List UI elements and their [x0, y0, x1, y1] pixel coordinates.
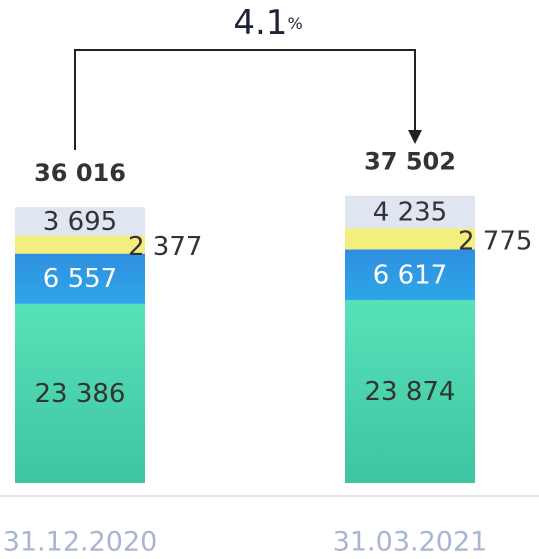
x-tick-label: 31.03.2021 — [333, 527, 488, 558]
growth-annotation: 4.1% — [233, 3, 302, 43]
data-label: 6 617 — [373, 260, 447, 290]
bar-segment — [15, 235, 145, 254]
data-label: 3 695 — [43, 207, 117, 237]
growth-connector — [74, 49, 416, 150]
bar-segment — [345, 195, 475, 229]
data-label: 23 386 — [35, 379, 126, 409]
data-label: 6 557 — [43, 264, 117, 294]
bar-segment — [345, 249, 475, 301]
bar-segment — [15, 207, 145, 236]
bar-segment — [345, 300, 475, 483]
growth-unit: % — [287, 14, 302, 33]
bar-segment — [15, 253, 145, 304]
total-label: 37 502 — [364, 148, 456, 176]
bar-segment — [345, 228, 475, 250]
bar-segment — [15, 303, 145, 483]
data-label: 23 874 — [365, 377, 456, 407]
growth-value: 4.1 — [233, 3, 287, 43]
data-label: 2 775 — [458, 226, 532, 256]
x-tick-label: 31.12.2020 — [3, 527, 158, 558]
arrow-head — [408, 130, 422, 144]
data-label: 2 377 — [128, 232, 202, 262]
data-label: 4 235 — [373, 197, 447, 227]
total-label: 36 016 — [34, 159, 126, 187]
